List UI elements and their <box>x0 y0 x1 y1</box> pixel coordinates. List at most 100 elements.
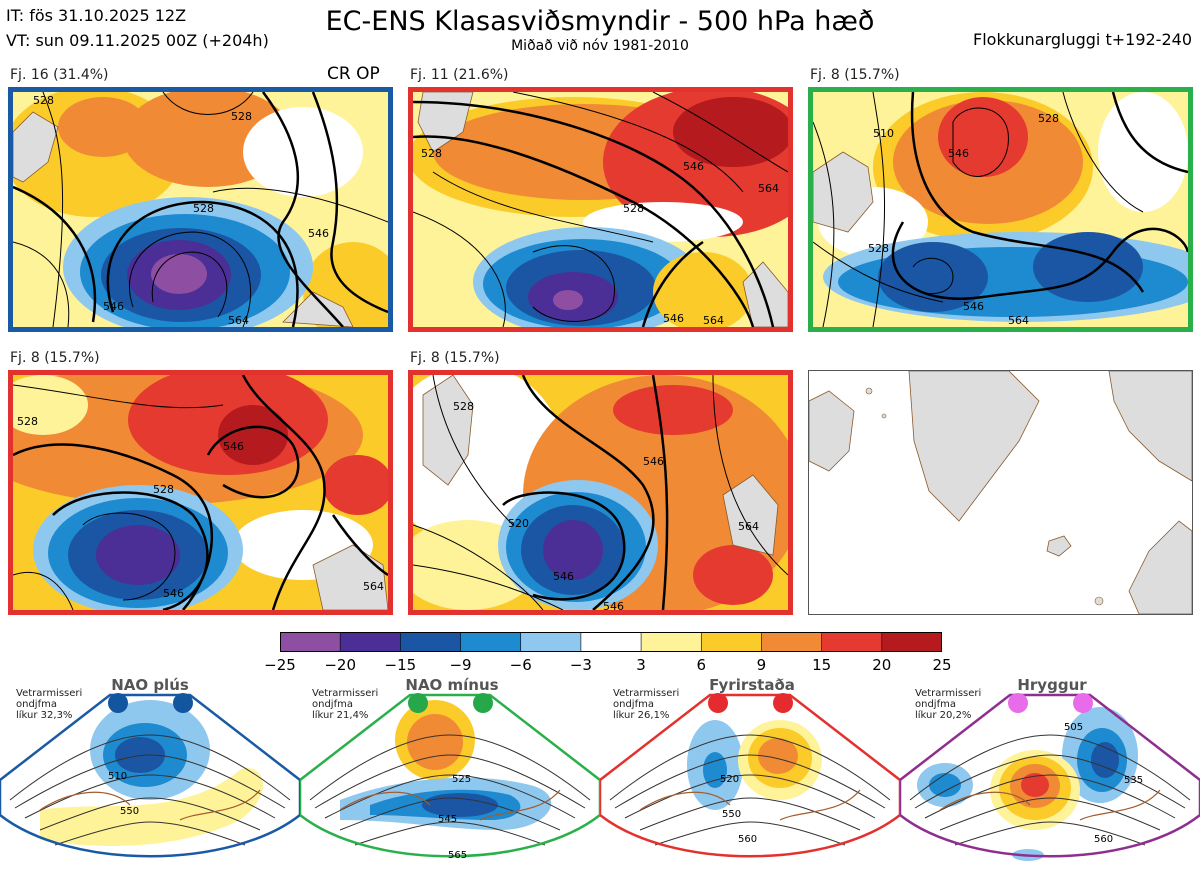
colorbar-swatch <box>339 632 402 652</box>
colorbar-tick-label: 25 <box>932 656 952 674</box>
contour-label: 510 <box>873 127 894 140</box>
contour-label: 546 <box>963 300 984 313</box>
regime-3-title: Fyrirstaða <box>709 676 795 694</box>
contour-label: 546 <box>308 227 329 240</box>
colorbar-swatch <box>881 632 942 652</box>
colorbar-tick-label: −3 <box>569 656 592 674</box>
regime-map-ridge: 505 535 560 <box>900 690 1200 871</box>
colorbar <box>280 632 942 652</box>
contour-label: 546 <box>553 570 574 583</box>
classification-window: Flokkunargluggi t+192-240 <box>973 30 1192 49</box>
contour-label: 564 <box>228 314 249 327</box>
colorbar-swatch <box>821 632 883 652</box>
panel-1-label: Fj. 16 (31.4%) <box>10 67 109 83</box>
contour-label: 565 <box>448 850 467 861</box>
page-title: EC-ENS Klasasviðsmyndir - 500 hPa hæð <box>325 6 875 37</box>
contour-label: 564 <box>738 520 759 533</box>
regime-dot <box>108 693 128 713</box>
contour-label: 528 <box>1038 112 1059 125</box>
colorbar-tick-label: −20 <box>324 656 356 674</box>
regime-map-nao-plus: 510 550 <box>0 690 300 871</box>
regime-4-title: Hryggur <box>1017 676 1087 694</box>
regime-dot <box>173 693 193 713</box>
contour-label: 546 <box>103 300 124 313</box>
contour-label: 528 <box>33 94 54 107</box>
contour-label: 546 <box>683 160 704 173</box>
colorbar-swatch <box>460 632 522 652</box>
contour-label: 505 <box>1064 722 1083 733</box>
regime-1-note: Vetrarmisseri ondjfma líkur 32,3% <box>16 688 83 721</box>
panel-1-extra: CR OP <box>327 64 380 84</box>
contour-label: 546 <box>163 587 184 600</box>
contour-label: 520 <box>508 517 529 530</box>
contour-label: 528 <box>153 483 174 496</box>
contour-label: 560 <box>1094 834 1113 845</box>
contour-label: 564 <box>703 314 724 327</box>
colorbar-swatch <box>700 632 763 652</box>
regime-map-blocking: 520 550 560 <box>600 690 900 871</box>
contour-label: 528 <box>231 110 252 123</box>
regime-dot <box>1073 693 1093 713</box>
regime-dot <box>773 693 793 713</box>
empty-map-panel <box>808 370 1193 615</box>
contour-label: 525 <box>452 774 471 785</box>
regime-2-note: Vetrarmisseri ondjfma líkur 21,4% <box>312 688 379 721</box>
colorbar-tick-label: 9 <box>756 656 767 674</box>
regime-dot <box>1008 693 1028 713</box>
contour-label: 510 <box>108 771 127 782</box>
regime-dot <box>408 693 428 713</box>
contour-label: 528 <box>193 202 214 215</box>
contour-label: 545 <box>438 814 457 825</box>
colorbar-tick-label: 15 <box>812 656 832 674</box>
regime-map-nao-minus: 525 545 565 <box>300 690 600 871</box>
colorbar-swatch <box>400 632 462 652</box>
regime-dot <box>708 693 728 713</box>
contour-label: 520 <box>720 774 739 785</box>
contour-label: 546 <box>948 147 969 160</box>
colorbar-swatch <box>280 632 341 652</box>
contour-label: 546 <box>603 600 624 610</box>
contour-label: 528 <box>421 147 442 160</box>
panel-5-label: Fj. 8 (15.7%) <box>410 350 500 366</box>
colorbar-tick-label: −25 <box>264 656 296 674</box>
contour-label: 528 <box>17 415 38 428</box>
contour-label: 550 <box>722 809 741 820</box>
contour-label: 564 <box>758 182 779 195</box>
colorbar-swatch <box>580 632 642 652</box>
colorbar-swatch <box>520 632 582 652</box>
panel-2-label: Fj. 11 (21.6%) <box>410 67 509 83</box>
contour-label: 528 <box>868 242 889 255</box>
panel-4-label: Fj. 8 (15.7%) <box>10 350 100 366</box>
regime-3-note: Vetrarmisseri ondjfma líkur 26,1% <box>613 688 680 721</box>
header-info: IT: fös 31.10.2025 12Z VT: sun 09.11.202… <box>6 3 269 53</box>
cluster-panel-1: 528 546 528 546 528 564 <box>8 87 393 332</box>
contour-label: 550 <box>120 806 139 817</box>
colorbar-tick-label: 3 <box>636 656 646 674</box>
contour-label: 528 <box>453 400 474 413</box>
contour-label: 546 <box>643 455 664 468</box>
contour-label: 546 <box>223 440 244 453</box>
colorbar-tick-label: 6 <box>696 656 707 674</box>
cluster-panel-4: 528 546 528 564 546 <box>8 370 393 615</box>
panel-3-label: Fj. 8 (15.7%) <box>810 67 900 83</box>
contour-label: 560 <box>738 834 757 845</box>
cluster-panel-2: 528 546 564 528 546 564 <box>408 87 793 332</box>
valid-time: VT: sun 09.11.2025 00Z (+204h) <box>6 31 269 50</box>
contour-label: 535 <box>1124 775 1143 786</box>
colorbar-swatch <box>640 632 703 652</box>
regime-dot <box>473 693 493 713</box>
regime-4-note: Vetrarmisseri ondjfma líkur 20,2% <box>915 688 982 721</box>
contour-label: 528 <box>623 202 644 215</box>
colorbar-swatch <box>761 632 823 652</box>
regime-2-title: NAO mínus <box>405 676 499 694</box>
colorbar-tick-label: 20 <box>872 656 892 674</box>
cluster-panel-5: 528 546 564 546 520 546 <box>408 370 793 615</box>
init-time: IT: fös 31.10.2025 12Z <box>6 6 187 25</box>
contour-label: 564 <box>1008 314 1029 327</box>
cluster-panel-3: 510 546 528 528 546 564 <box>808 87 1193 332</box>
contour-label: 564 <box>363 580 384 593</box>
contour-label: 546 <box>663 312 684 325</box>
page-subtitle: Miðað við nóv 1981-2010 <box>511 38 689 54</box>
regime-1-title: NAO plús <box>111 676 189 694</box>
colorbar-tick-label: −15 <box>384 656 417 674</box>
